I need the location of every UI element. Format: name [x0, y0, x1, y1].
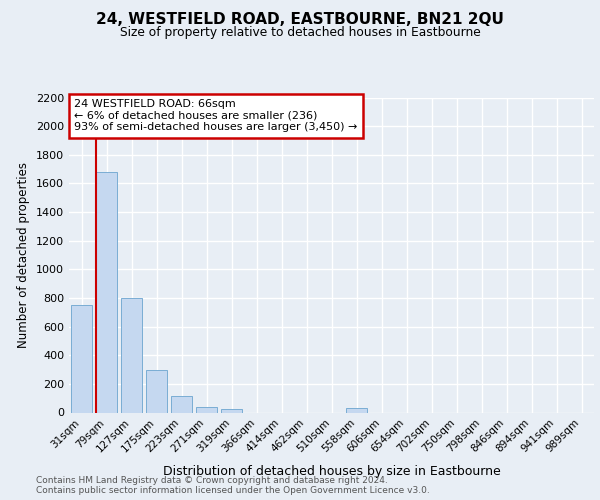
- Y-axis label: Number of detached properties: Number of detached properties: [17, 162, 31, 348]
- Text: 24 WESTFIELD ROAD: 66sqm
← 6% of detached houses are smaller (236)
93% of semi-d: 24 WESTFIELD ROAD: 66sqm ← 6% of detache…: [74, 99, 358, 132]
- Bar: [196, 407, 217, 412]
- Bar: [146, 370, 167, 412]
- Bar: [121, 298, 142, 412]
- X-axis label: Distribution of detached houses by size in Eastbourne: Distribution of detached houses by size …: [163, 466, 500, 478]
- Bar: [221, 409, 242, 412]
- Text: Size of property relative to detached houses in Eastbourne: Size of property relative to detached ho…: [119, 26, 481, 39]
- Text: 24, WESTFIELD ROAD, EASTBOURNE, BN21 2QU: 24, WESTFIELD ROAD, EASTBOURNE, BN21 2QU: [96, 12, 504, 28]
- Bar: [96, 172, 117, 412]
- Bar: [71, 305, 92, 412]
- Bar: [346, 408, 367, 412]
- Text: Contains HM Land Registry data © Crown copyright and database right 2024.
Contai: Contains HM Land Registry data © Crown c…: [36, 476, 430, 495]
- Bar: [171, 396, 192, 412]
